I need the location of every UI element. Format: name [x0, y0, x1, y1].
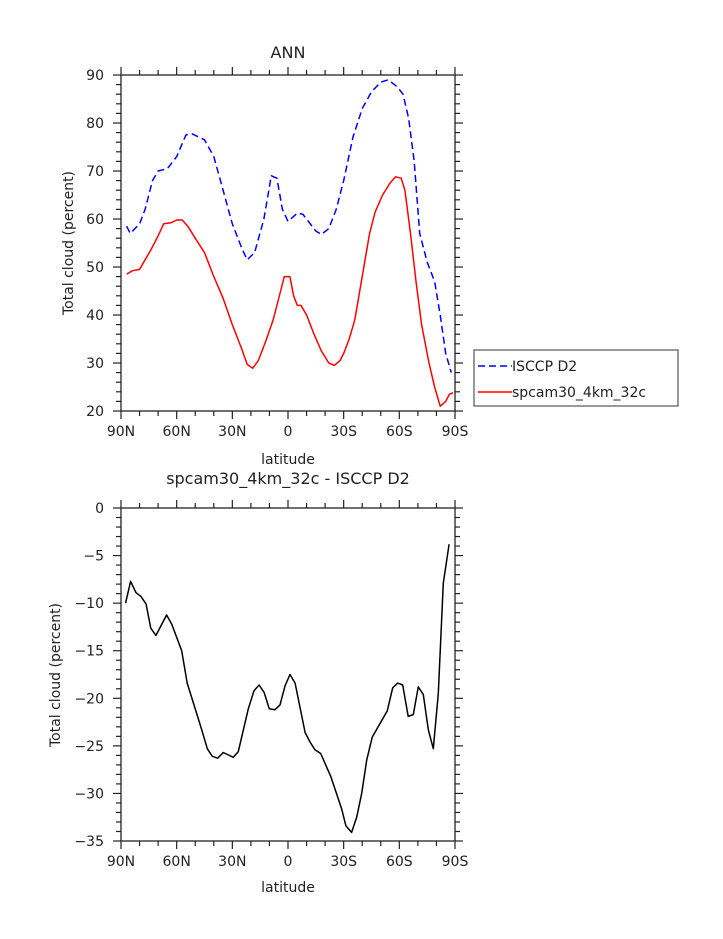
- y-tick-label: 90: [86, 68, 104, 84]
- y-tick-label: −5: [83, 549, 104, 565]
- plot-frame: [120, 507, 456, 842]
- y-tick-label: −35: [74, 834, 104, 850]
- y-tick-label: −25: [74, 739, 104, 755]
- legend-label-spcam: spcam30_4km_32c: [512, 385, 646, 401]
- series-line-isccp-d2: [125, 79, 453, 373]
- x-tick-label: 60N: [163, 854, 191, 870]
- x-tick-label: 0: [284, 424, 293, 440]
- x-tick-label: 60S: [386, 854, 413, 870]
- x-tick-label: 60S: [386, 424, 413, 440]
- y-tick-label: −10: [74, 596, 104, 612]
- series-line-spcam30-4km-32c: [126, 176, 454, 407]
- y-tick-label: 60: [86, 212, 104, 228]
- y-tick-label: 50: [86, 260, 104, 276]
- y-tick-label: 30: [86, 356, 104, 372]
- y-tick-label: −15: [74, 644, 104, 660]
- x-tick-label: 60N: [163, 424, 191, 440]
- legend-box: [473, 349, 679, 407]
- legend: ISCCP D2 spcam30_4km_32c: [473, 349, 679, 407]
- plot-frame: [120, 74, 456, 412]
- y-tick-label: 20: [86, 404, 104, 420]
- x-axis-label-bottom: latitude: [261, 880, 315, 896]
- legend-label-isccp: ISCCP D2: [512, 359, 577, 375]
- panel-title-top: ANN: [271, 43, 306, 62]
- x-tick-label: 90S: [442, 854, 469, 870]
- y-tick-label: 0: [95, 501, 104, 517]
- y-axis-label-top: Total cloud (percent): [61, 171, 77, 316]
- y-tick-label: −30: [74, 786, 104, 802]
- x-tick-label: 0: [284, 854, 293, 870]
- x-tick-label: 30N: [218, 854, 246, 870]
- x-tick-label: 90N: [107, 424, 135, 440]
- y-tick-label: 70: [86, 164, 104, 180]
- y-tick-label: −20: [74, 691, 104, 707]
- y-axis-label-bottom: Total cloud (percent): [48, 603, 64, 748]
- y-tick-label: 40: [86, 308, 104, 324]
- x-tick-label: 30S: [330, 424, 357, 440]
- mean-cloud-panel: ANN latitude Total cloud (percent) 90N 60…: [61, 43, 468, 468]
- series-line-difference: [124, 544, 450, 834]
- x-tick-label: 90N: [107, 854, 135, 870]
- y-tick-label: 80: [86, 116, 104, 132]
- panel-title-bottom: spcam30_4km_32c - ISCCP D2: [166, 469, 410, 489]
- x-tick-label: 90S: [442, 424, 469, 440]
- difference-panel: spcam30_4km_32c - ISCCP D2 latitude Tota…: [48, 469, 468, 896]
- x-axis-label-top: latitude: [261, 452, 315, 468]
- x-tick-label: 30N: [218, 424, 246, 440]
- x-tick-label: 30S: [330, 854, 357, 870]
